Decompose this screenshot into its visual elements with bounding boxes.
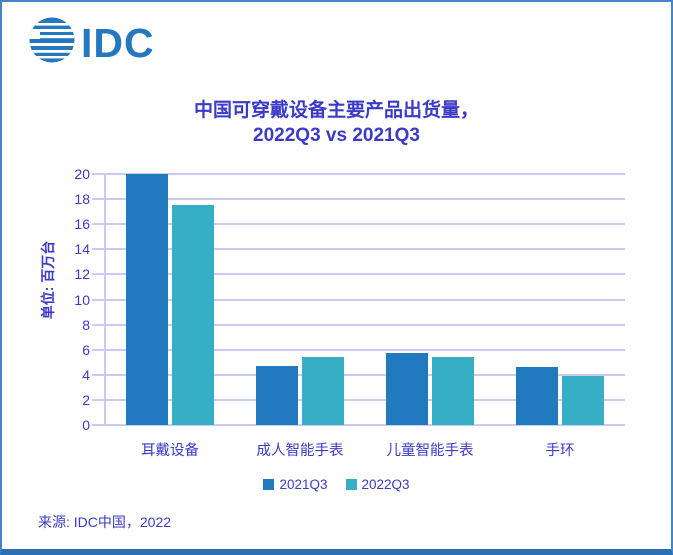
y-tick-label: 16 — [74, 216, 90, 233]
y-axis-tick — [92, 273, 105, 276]
y-axis-tick — [92, 424, 105, 426]
gridline — [105, 273, 625, 276]
y-axis-line — [104, 174, 106, 425]
gridline — [105, 424, 625, 426]
gridline — [105, 398, 625, 401]
y-axis-tick — [92, 248, 105, 251]
y-tick-label: 2 — [82, 391, 90, 408]
legend-item-2022Q3: 2022Q3 — [345, 477, 410, 492]
legend-swatch-icon — [345, 479, 357, 490]
bar-2022Q3-儿童智能手表 — [432, 357, 474, 425]
idc-logo: IDC — [28, 16, 155, 69]
chart-title-line1: 中国可穿戴设备主要产品出货量， — [193, 100, 479, 121]
y-axis-tick — [92, 298, 105, 301]
x-category-label: 儿童智能手表 — [386, 443, 474, 459]
plot-area — [92, 173, 625, 426]
x-category-label: 成人智能手表 — [256, 443, 344, 459]
gridline — [105, 173, 625, 175]
y-axis-tick — [92, 173, 105, 175]
bar-2021Q3-手环 — [516, 367, 558, 425]
bar-2021Q3-耳戴设备 — [126, 174, 168, 425]
y-axis-tick — [92, 198, 105, 201]
bar-2021Q3-成人智能手表 — [256, 366, 298, 425]
y-axis-tick — [92, 348, 105, 351]
y-tick-label: 4 — [82, 366, 90, 383]
y-tick-label: 6 — [82, 341, 90, 358]
gridline — [105, 223, 625, 226]
y-axis-tick — [92, 373, 105, 376]
source-note: 来源: IDC中国，2022 — [38, 514, 172, 530]
y-tick-label: 0 — [82, 417, 90, 433]
bar-2022Q3-手环 — [562, 376, 604, 425]
idc-logo-text: IDC — [81, 19, 155, 66]
gridline — [105, 198, 625, 201]
x-category-labels: 耳戴设备 成人智能手表 儿童智能手表 手环 — [105, 439, 625, 459]
legend-swatch-icon — [263, 479, 275, 490]
gridline — [105, 248, 625, 251]
legend-item-2021Q3: 2021Q3 — [263, 477, 328, 492]
legend-label: 2022Q3 — [361, 477, 410, 492]
y-tick-label: 8 — [82, 316, 90, 333]
y-tick-label: 12 — [74, 266, 90, 283]
y-axis-tick — [92, 398, 105, 401]
y-tick-label: 20 — [74, 166, 90, 182]
bar-2022Q3-成人智能手表 — [302, 357, 344, 425]
y-tick-label: 14 — [74, 241, 90, 258]
chart-title-line2: 2022Q3 vs 2021Q3 — [253, 125, 420, 146]
chart-legend: 2021Q3 2022Q3 — [2, 477, 671, 492]
gridline — [105, 323, 625, 326]
legend-label: 2021Q3 — [279, 477, 328, 492]
bar-2021Q3-儿童智能手表 — [386, 353, 428, 425]
y-axis-tick — [92, 223, 105, 226]
gridline — [105, 348, 625, 351]
y-tick-label: 18 — [74, 191, 90, 208]
idc-globe-icon — [28, 16, 76, 69]
gridline — [105, 373, 625, 376]
y-axis-tick — [92, 323, 105, 326]
gridline — [105, 298, 625, 301]
y-tick-label: 10 — [74, 291, 90, 308]
bar-2022Q3-耳戴设备 — [172, 205, 214, 425]
x-category-label: 手环 — [545, 443, 575, 459]
x-category-label: 耳戴设备 — [141, 443, 199, 459]
